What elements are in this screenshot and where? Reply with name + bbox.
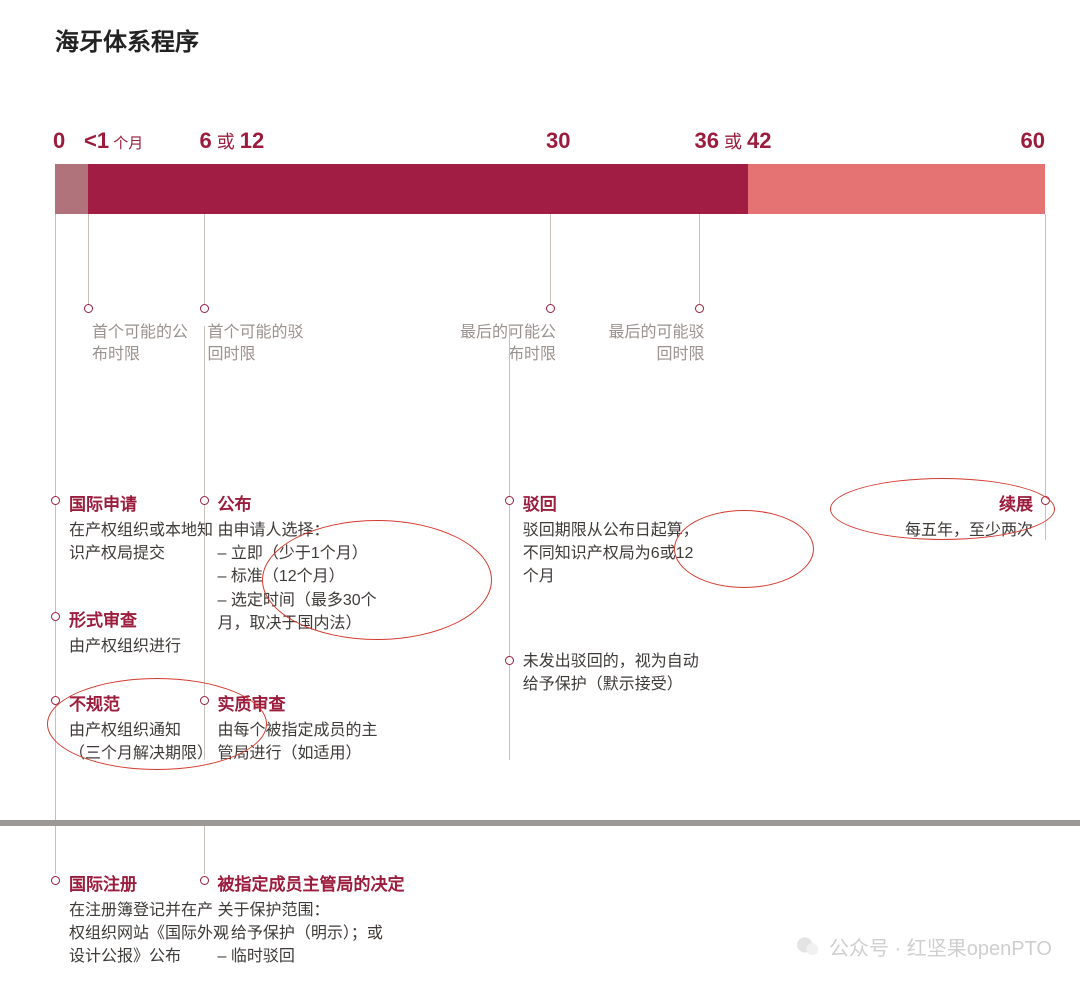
block-title: 公布 <box>218 490 438 515</box>
tick-label: 0 <box>53 128 65 154</box>
drop-line <box>204 214 205 306</box>
tick-label: 30 <box>546 128 570 154</box>
drop-dot <box>546 304 555 313</box>
drop-dot <box>695 304 704 313</box>
block-title: 被指定成员主管局的决定 <box>218 870 438 895</box>
info-block: 未发出驳回的，视为自动给予保护（默示接受） <box>523 650 743 696</box>
bar-segment <box>748 164 1045 214</box>
drop-label: 最后的可能驳回时限 <box>608 322 704 365</box>
block-body: 关于保护范围：– 给予保护（明示）；或– 临时驳回 <box>218 899 438 969</box>
red-ellipse <box>262 520 492 640</box>
drop-label: 首个可能的驳回时限 <box>208 322 304 365</box>
bullet-dot <box>505 496 514 505</box>
bullet-dot <box>505 656 514 665</box>
bullet-dot <box>51 612 60 621</box>
column-line <box>204 826 205 874</box>
drop-dot <box>200 304 209 313</box>
page-title: 海牙体系程序 <box>55 22 199 57</box>
red-ellipse <box>47 678 267 770</box>
column-line <box>509 326 510 760</box>
info-block: 被指定成员主管局的决定关于保护范围：– 给予保护（明示）；或– 临时驳回 <box>218 870 438 969</box>
watermark: 公众号 · 红坚果openPTO <box>795 932 1052 961</box>
drop-line <box>88 214 89 306</box>
red-ellipse <box>674 510 814 588</box>
section-divider <box>0 820 1080 826</box>
drop-label: 首个可能的公布时限 <box>92 322 188 365</box>
bullet-dot <box>51 496 60 505</box>
bullet-dot <box>200 876 209 885</box>
bullet-dot <box>51 876 60 885</box>
drop-line <box>699 214 700 306</box>
tick-label: 36 或 42 <box>695 128 772 154</box>
column-line <box>55 826 56 874</box>
tick-label: 6 或 12 <box>200 128 265 154</box>
drop-dot <box>84 304 93 313</box>
bar-segment <box>88 164 748 214</box>
tick-label: <1 个月 <box>84 128 143 154</box>
block-title: 驳回 <box>523 490 743 515</box>
wechat-icon <box>795 934 821 960</box>
column-line <box>1045 214 1046 540</box>
drop-line <box>550 214 551 306</box>
bar-segment <box>55 164 88 214</box>
tick-label: 60 <box>1021 128 1045 154</box>
block-body: 未发出驳回的，视为自动给予保护（默示接受） <box>523 650 743 696</box>
watermark-text: 公众号 · 红坚果openPTO <box>829 932 1052 961</box>
bullet-dot <box>200 496 209 505</box>
block-body: 由产权组织进行 <box>69 635 289 658</box>
red-ellipse <box>830 478 1055 540</box>
